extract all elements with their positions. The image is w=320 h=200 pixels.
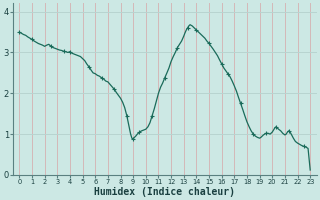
X-axis label: Humidex (Indice chaleur): Humidex (Indice chaleur) bbox=[94, 186, 235, 197]
